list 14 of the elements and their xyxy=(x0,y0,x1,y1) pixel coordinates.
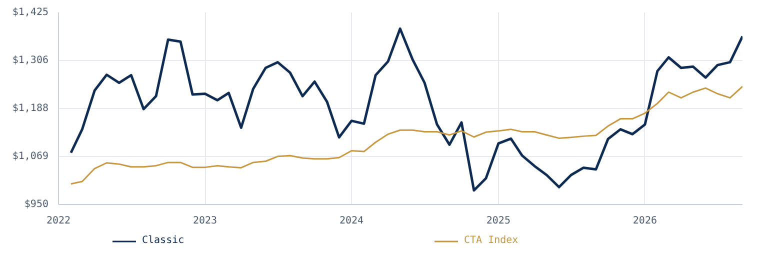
line-series xyxy=(70,86,742,185)
x-tick-label: 2023 xyxy=(192,216,218,226)
y-tick-label: $1,188 xyxy=(12,102,48,114)
y-tick-label: $1,306 xyxy=(12,55,48,66)
legend-label: Classic xyxy=(142,235,184,246)
x-tick-label: 2026 xyxy=(632,216,658,226)
y-tick-label: $950 xyxy=(24,199,49,210)
y-tick-label: $1,069 xyxy=(12,150,48,162)
x-tick-label: 2024 xyxy=(339,216,364,226)
y-tick-label: $1,425 xyxy=(12,7,48,18)
legend-label: CTA Index xyxy=(464,235,518,246)
x-tick-label: 2025 xyxy=(486,216,510,226)
x-tick-label: 2022 xyxy=(46,216,71,226)
line-series xyxy=(70,27,742,192)
